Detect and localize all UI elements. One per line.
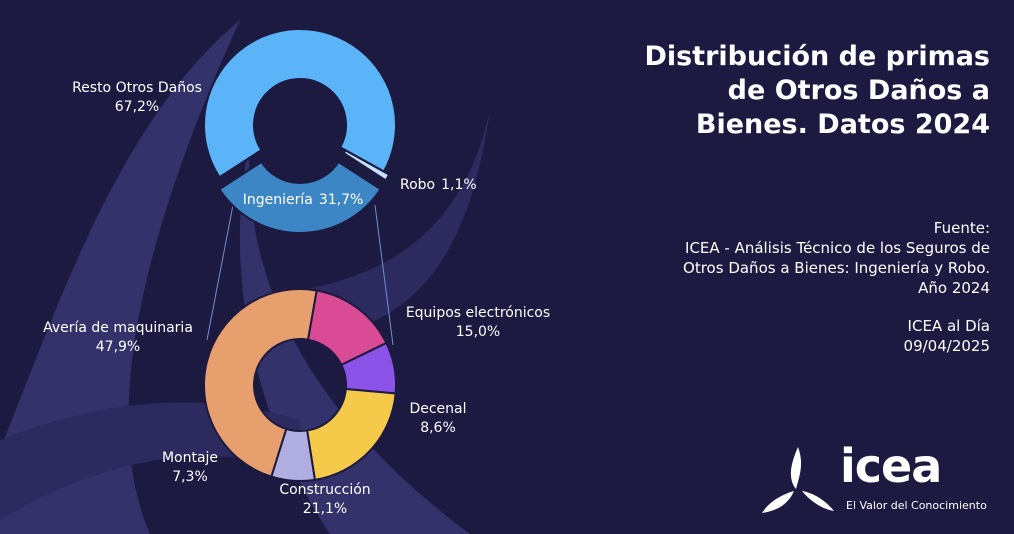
slice-label: Construcción (279, 482, 370, 498)
logo: icea El Valor del Conocimiento (760, 439, 1000, 515)
source-text: ICEA - Análisis Técnico de los Seguros d… (683, 239, 990, 297)
category-label: Robo (400, 177, 435, 193)
connector-line (206, 204, 234, 341)
category-label: Ingeniería (243, 192, 313, 208)
pie-slice (203, 288, 318, 478)
logo-name: icea (840, 439, 942, 493)
value-label: 15,0% (456, 324, 500, 340)
value-label: 21,1% (303, 501, 347, 517)
background-shape (300, 110, 490, 340)
date: 09/04/2025 (903, 337, 990, 355)
slice-label: Avería de maquinaria (43, 320, 193, 336)
value-label: 1,1% (441, 177, 477, 193)
value-label: 31,7% (319, 192, 363, 208)
value-label: 67,2% (115, 99, 159, 115)
pie-slice (305, 387, 397, 481)
pie-slice (218, 160, 382, 234)
slice-label: Robo 1,1% (400, 177, 477, 193)
slice-label: Equipos electrónicos (406, 305, 550, 321)
publication: ICEA al Día (907, 317, 990, 335)
value-label: 7,3% (172, 469, 208, 485)
background-shape (0, 20, 240, 534)
slice-label: Ingeniería 31,7% (243, 192, 364, 208)
value-label: 8,6% (420, 420, 456, 436)
slice-label: Decenal (409, 401, 466, 417)
slice-label: Resto Otros Daños (72, 80, 202, 96)
slice-label: Montaje (162, 450, 218, 466)
pie-slice (203, 28, 397, 179)
source-heading: Fuente: (933, 219, 990, 237)
pie-slice (342, 149, 391, 182)
title: Distribución de primas de Otros Daños a … (644, 41, 990, 140)
logo-tagline: El Valor del Conocimiento (846, 499, 987, 512)
value-label: 47,9% (96, 339, 140, 355)
source: Fuente: ICEA - Análisis Técnico de los S… (650, 218, 990, 356)
connector-line (374, 204, 394, 346)
logo-icon (762, 447, 834, 513)
